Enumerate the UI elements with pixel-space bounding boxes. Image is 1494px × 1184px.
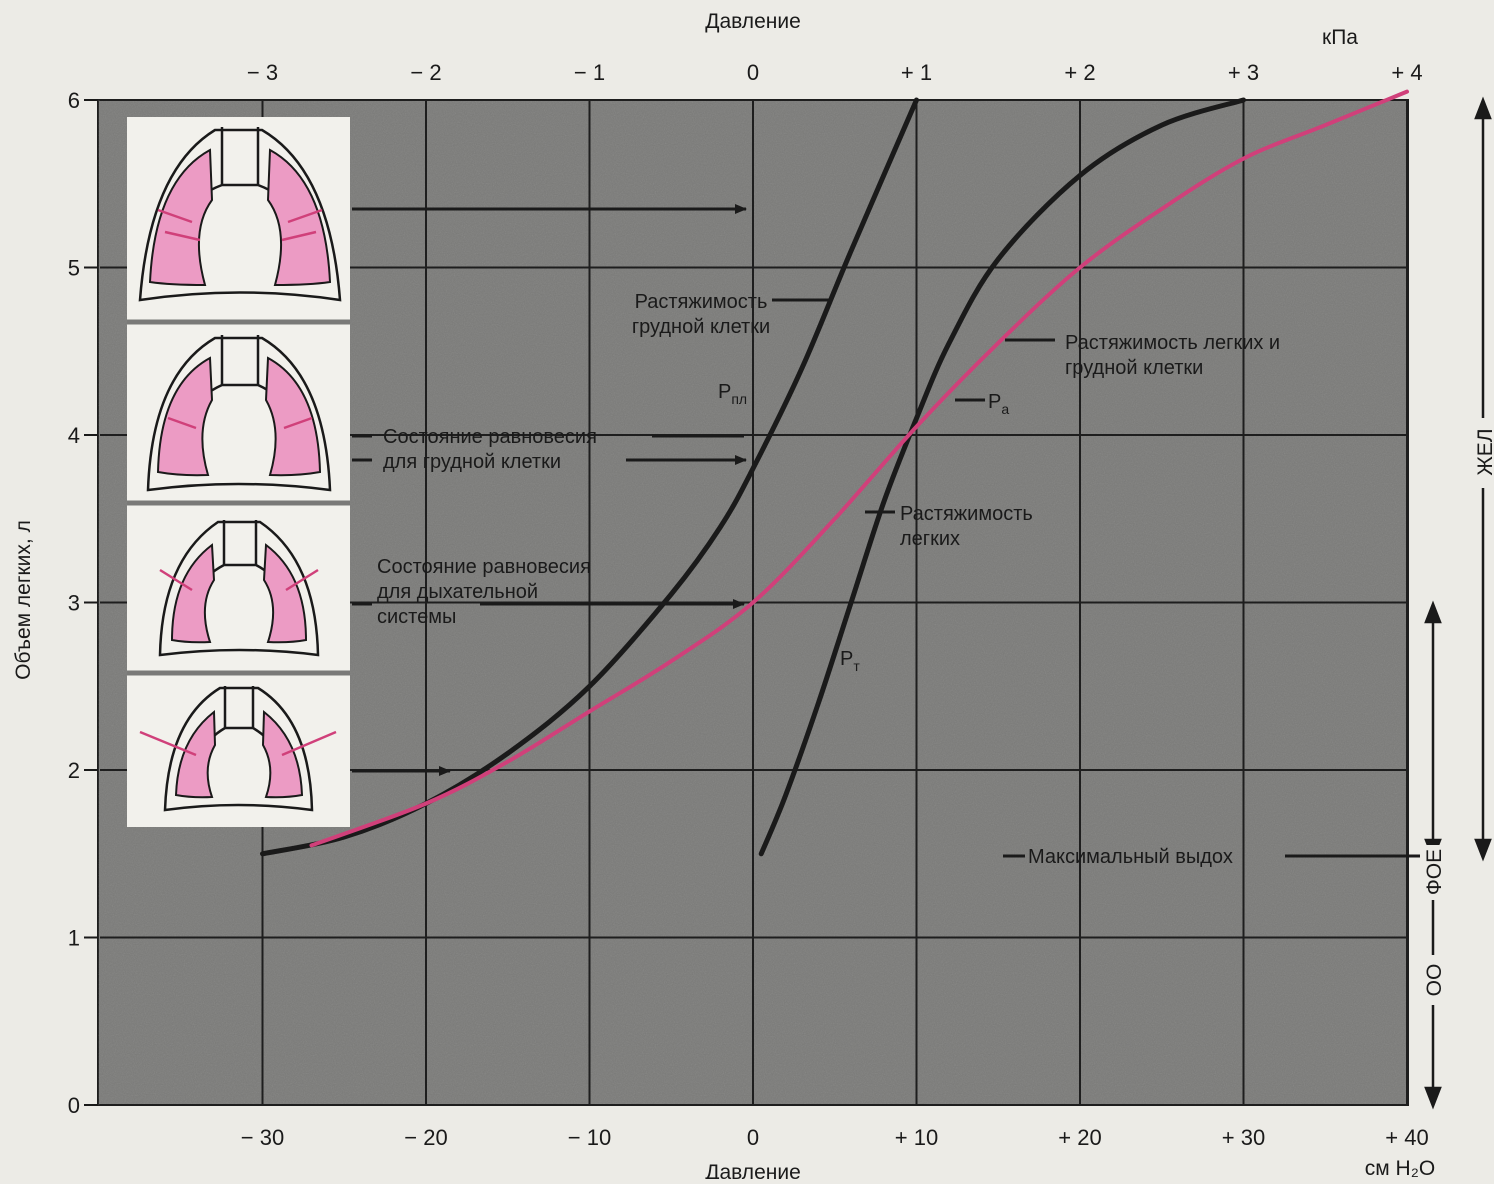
kpa-tick-label: 0 bbox=[747, 60, 759, 85]
annotation-lung-compliance-2: легких bbox=[900, 528, 960, 550]
y-tick-label: 1 bbox=[68, 926, 80, 951]
x-tick-label: + 40 bbox=[1385, 1125, 1428, 1150]
x-tick-label: 0 bbox=[747, 1125, 759, 1150]
symbol-p-a: Pa bbox=[988, 391, 1009, 417]
annotation-chest-compliance-2: грудной клетки bbox=[632, 316, 770, 338]
top-axis-title: Давление bbox=[705, 10, 801, 33]
y-tick-label: 6 bbox=[68, 88, 80, 113]
panel-arrows bbox=[352, 204, 1420, 858]
label-vc: ЖЕЛ bbox=[1474, 428, 1494, 475]
lung-illustrations bbox=[127, 117, 350, 827]
label-frc: ФОЕ bbox=[1423, 849, 1446, 895]
curve-lungs bbox=[758, 97, 1246, 857]
annotation-total-compliance-2: грудной клетки bbox=[1065, 357, 1203, 379]
annotation-system-equilibrium-2: для дыхательной bbox=[377, 581, 538, 603]
x-tick-label: + 30 bbox=[1222, 1125, 1265, 1150]
annotation-total-compliance: Растяжимость легких и bbox=[1065, 332, 1280, 354]
annotation-chest-equilibrium-2: для грудной клетки bbox=[383, 451, 561, 473]
kpa-tick-label: − 3 bbox=[247, 60, 278, 85]
x-tick-label: + 10 bbox=[895, 1125, 938, 1150]
bottom-axis-title: Давление bbox=[705, 1161, 801, 1179]
kpa-tick-label: − 1 bbox=[574, 60, 605, 85]
kpa-tick-label: − 2 bbox=[410, 60, 441, 85]
symbol-p-t: Pт bbox=[840, 648, 860, 674]
kpa-tick-label: + 2 bbox=[1064, 60, 1095, 85]
annotation-lung-compliance: Растяжимость bbox=[900, 503, 1033, 525]
y-axis-title: Объем легких, л bbox=[12, 520, 35, 680]
x-tick-label: − 30 bbox=[241, 1125, 284, 1150]
frc-label-bg bbox=[1421, 845, 1445, 900]
top-axis-unit: кПа bbox=[1322, 26, 1358, 49]
y-tick-label: 3 bbox=[68, 591, 80, 616]
curves bbox=[260, 89, 1409, 857]
x-tick-label: − 10 bbox=[568, 1125, 611, 1150]
kpa-tick-label: + 4 bbox=[1391, 60, 1422, 85]
y-tick-label: 4 bbox=[68, 423, 80, 448]
lung-panel-1 bbox=[138, 127, 342, 302]
y-tick-label: 0 bbox=[68, 1093, 80, 1118]
lung-panel-2 bbox=[146, 335, 332, 492]
axis-ticks: − 30− 20− 10 0 + 10 + 20 + 30 + 40− 3− 2− 1 0 +… bbox=[68, 60, 1429, 1150]
annotation-chest-equilibrium: Состояние равновесия bbox=[383, 426, 597, 448]
label-rv: ОО bbox=[1423, 964, 1446, 997]
annotation-system-equilibrium-3: системы bbox=[377, 606, 456, 628]
lung-panel-3 bbox=[158, 520, 320, 657]
x-tick-label: − 20 bbox=[404, 1125, 447, 1150]
lung-panel-4 bbox=[139, 686, 337, 812]
annotation-chest-compliance: Растяжимость bbox=[635, 291, 768, 313]
annotation-system-equilibrium: Состояние равновесия bbox=[377, 556, 591, 578]
vc-label-bg bbox=[1470, 418, 1494, 488]
y-tick-label: 2 bbox=[68, 758, 80, 783]
annotation-max-expiration: Максимальный выдох bbox=[1028, 846, 1233, 868]
kpa-tick-label: + 3 bbox=[1228, 60, 1259, 85]
y-tick-label: 5 bbox=[68, 256, 80, 281]
x-tick-label: + 20 bbox=[1058, 1125, 1101, 1150]
curve-total-system bbox=[309, 89, 1409, 848]
annotations: Растяжимость грудной клетки Растяжимость… bbox=[377, 291, 1280, 868]
symbol-p-pl: Pпл bbox=[718, 381, 747, 407]
kpa-tick-label: + 1 bbox=[901, 60, 932, 85]
rv-label-bg bbox=[1421, 955, 1445, 1005]
bottom-axis-unit: см H₂O bbox=[1365, 1157, 1435, 1179]
